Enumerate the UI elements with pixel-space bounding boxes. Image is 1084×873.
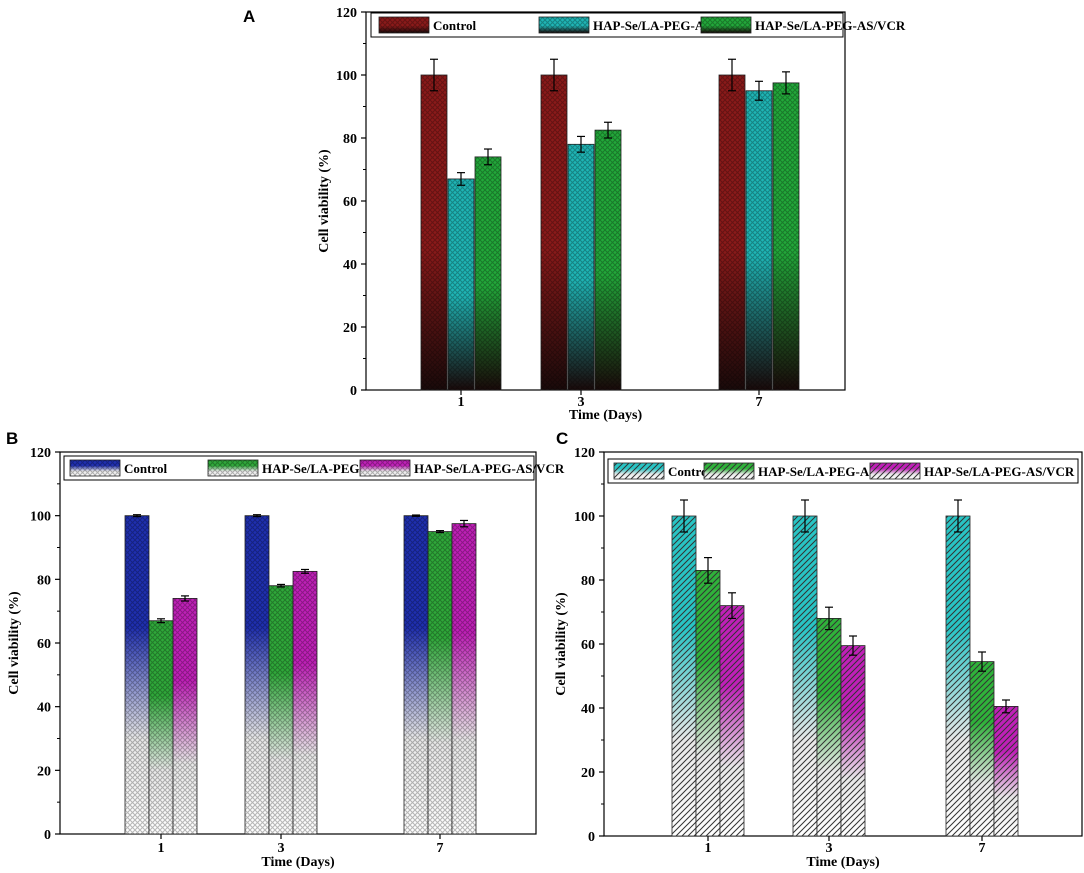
bar-pattern — [946, 516, 970, 836]
x-tick-label: 7 — [756, 395, 763, 410]
panel-c: C 0 20 40 60 80 100 120 1 3 7 Time (Days) Cell viabi… — [554, 429, 1083, 870]
legend-label: HAP-Se/LA-PEG-AS — [758, 464, 876, 479]
y-axis-label: Cell viability (%) — [554, 592, 569, 696]
bar-pattern — [994, 706, 1018, 836]
x-axis-label: Time (Days) — [806, 855, 880, 870]
y-tick-label: 60 — [581, 638, 595, 653]
legend-box — [370, 12, 844, 38]
legend-box — [607, 458, 1079, 484]
y-tick-label: 20 — [37, 764, 51, 779]
y-tick-label: 100 — [574, 510, 595, 525]
x-tick-label: 1 — [458, 395, 465, 410]
y-tick-label: 80 — [343, 132, 357, 147]
legend-swatch-pattern — [379, 17, 429, 33]
legend-swatch-pattern — [614, 463, 664, 479]
legend-label: Control — [668, 464, 711, 479]
y-tick-label: 0 — [44, 828, 51, 843]
bar-pattern — [245, 515, 269, 834]
y-tick-label: 120 — [30, 446, 51, 461]
y-tick-label: 100 — [30, 510, 51, 525]
y-tick-label: 80 — [37, 573, 51, 588]
legend-swatch-pattern — [208, 460, 258, 476]
x-axis-label: Time (Days) — [261, 855, 335, 870]
legend-label: HAP-Se/LA-PEG-AS/VCR — [414, 461, 565, 476]
y-tick-label: 0 — [588, 830, 595, 845]
legend: Control HAP-Se/LA-PEG-AS HAP-Se/LA-PEG-AS/… — [607, 458, 1079, 484]
bar-pattern — [841, 645, 865, 836]
bar-pattern — [720, 605, 744, 836]
x-tick-label: 1 — [705, 841, 712, 856]
legend-label: HAP-Se/LA-PEG-AS/VCR — [755, 18, 906, 33]
bar-pattern — [773, 82, 799, 390]
x-tick-label: 3 — [278, 841, 285, 856]
y-tick-label: 40 — [37, 701, 51, 716]
bar-pattern — [421, 75, 447, 390]
y-tick-label: 60 — [343, 195, 357, 210]
panel-a: A 0 20 40 60 80 100 120 1 3 7 Time (Days) Cell viabi… — [243, 6, 906, 423]
y-tick-label: 100 — [336, 69, 357, 84]
bar-pattern — [448, 178, 474, 390]
bar-pattern — [970, 661, 994, 836]
x-axis-label: Time (Days) — [569, 408, 643, 423]
legend-label: HAP-Se/LA-PEG-AS — [593, 18, 711, 33]
y-tick-label: 40 — [343, 258, 357, 273]
bar-pattern — [672, 516, 696, 836]
bar-pattern — [404, 515, 428, 834]
legend: Control HAP-Se/LA-PEG-AS HAP-Se/LA-PEG-AS/… — [63, 455, 565, 481]
x-tick-label: 7 — [979, 841, 986, 856]
bar-pattern — [595, 130, 621, 390]
bar-pattern — [428, 531, 452, 834]
bar-pattern — [793, 516, 817, 836]
legend-swatch-pattern — [704, 463, 754, 479]
legend-swatch-pattern — [701, 17, 751, 33]
y-tick-label: 0 — [350, 384, 357, 399]
bar-pattern — [173, 598, 197, 834]
panel-letter-b: B — [6, 429, 18, 448]
bar-pattern — [475, 156, 501, 390]
y-tick-label: 120 — [574, 446, 595, 461]
panel-letter-c: C — [556, 429, 568, 448]
legend-swatch-pattern — [870, 463, 920, 479]
bar-pattern — [817, 618, 841, 836]
legend: Control HAP-Se/LA-PEG-AS HAP-Se/LA-PEG-AS/… — [370, 12, 906, 38]
bar-pattern — [719, 75, 745, 390]
panel-letter-a: A — [243, 7, 255, 26]
y-axis-label: Cell viability (%) — [317, 149, 332, 253]
bar-pattern — [746, 90, 772, 390]
y-axis-label: Cell viability (%) — [7, 591, 22, 695]
y-tick-label: 120 — [336, 6, 357, 21]
bar-pattern — [125, 515, 149, 834]
bar-pattern — [269, 585, 293, 834]
legend-swatch-pattern — [539, 17, 589, 33]
panel-b: B 0 20 40 60 80 100 120 1 3 7 Time (Days) Cell viabi… — [6, 429, 565, 870]
legend-swatch-pattern — [70, 460, 120, 476]
y-tick-label: 80 — [581, 574, 595, 589]
bar-pattern — [293, 571, 317, 834]
legend-label: Control — [124, 461, 167, 476]
y-tick-label: 20 — [343, 321, 357, 336]
x-tick-label: 1 — [158, 841, 165, 856]
bar-pattern — [541, 75, 567, 390]
legend-label: HAP-Se/LA-PEG-AS/VCR — [924, 464, 1075, 479]
legend-label: Control — [433, 18, 476, 33]
y-tick-label: 40 — [581, 702, 595, 717]
bar-pattern — [149, 620, 173, 834]
bar-pattern — [696, 570, 720, 836]
x-tick-label: 3 — [578, 395, 585, 410]
bar-pattern — [568, 144, 594, 390]
x-tick-label: 7 — [437, 841, 444, 856]
bar-pattern — [452, 523, 476, 834]
x-tick-label: 3 — [826, 841, 833, 856]
legend-label: HAP-Se/LA-PEG-AS — [262, 461, 380, 476]
y-tick-label: 60 — [37, 637, 51, 652]
legend-swatch-pattern — [360, 460, 410, 476]
y-tick-label: 20 — [581, 766, 595, 781]
legend-box — [63, 455, 535, 481]
